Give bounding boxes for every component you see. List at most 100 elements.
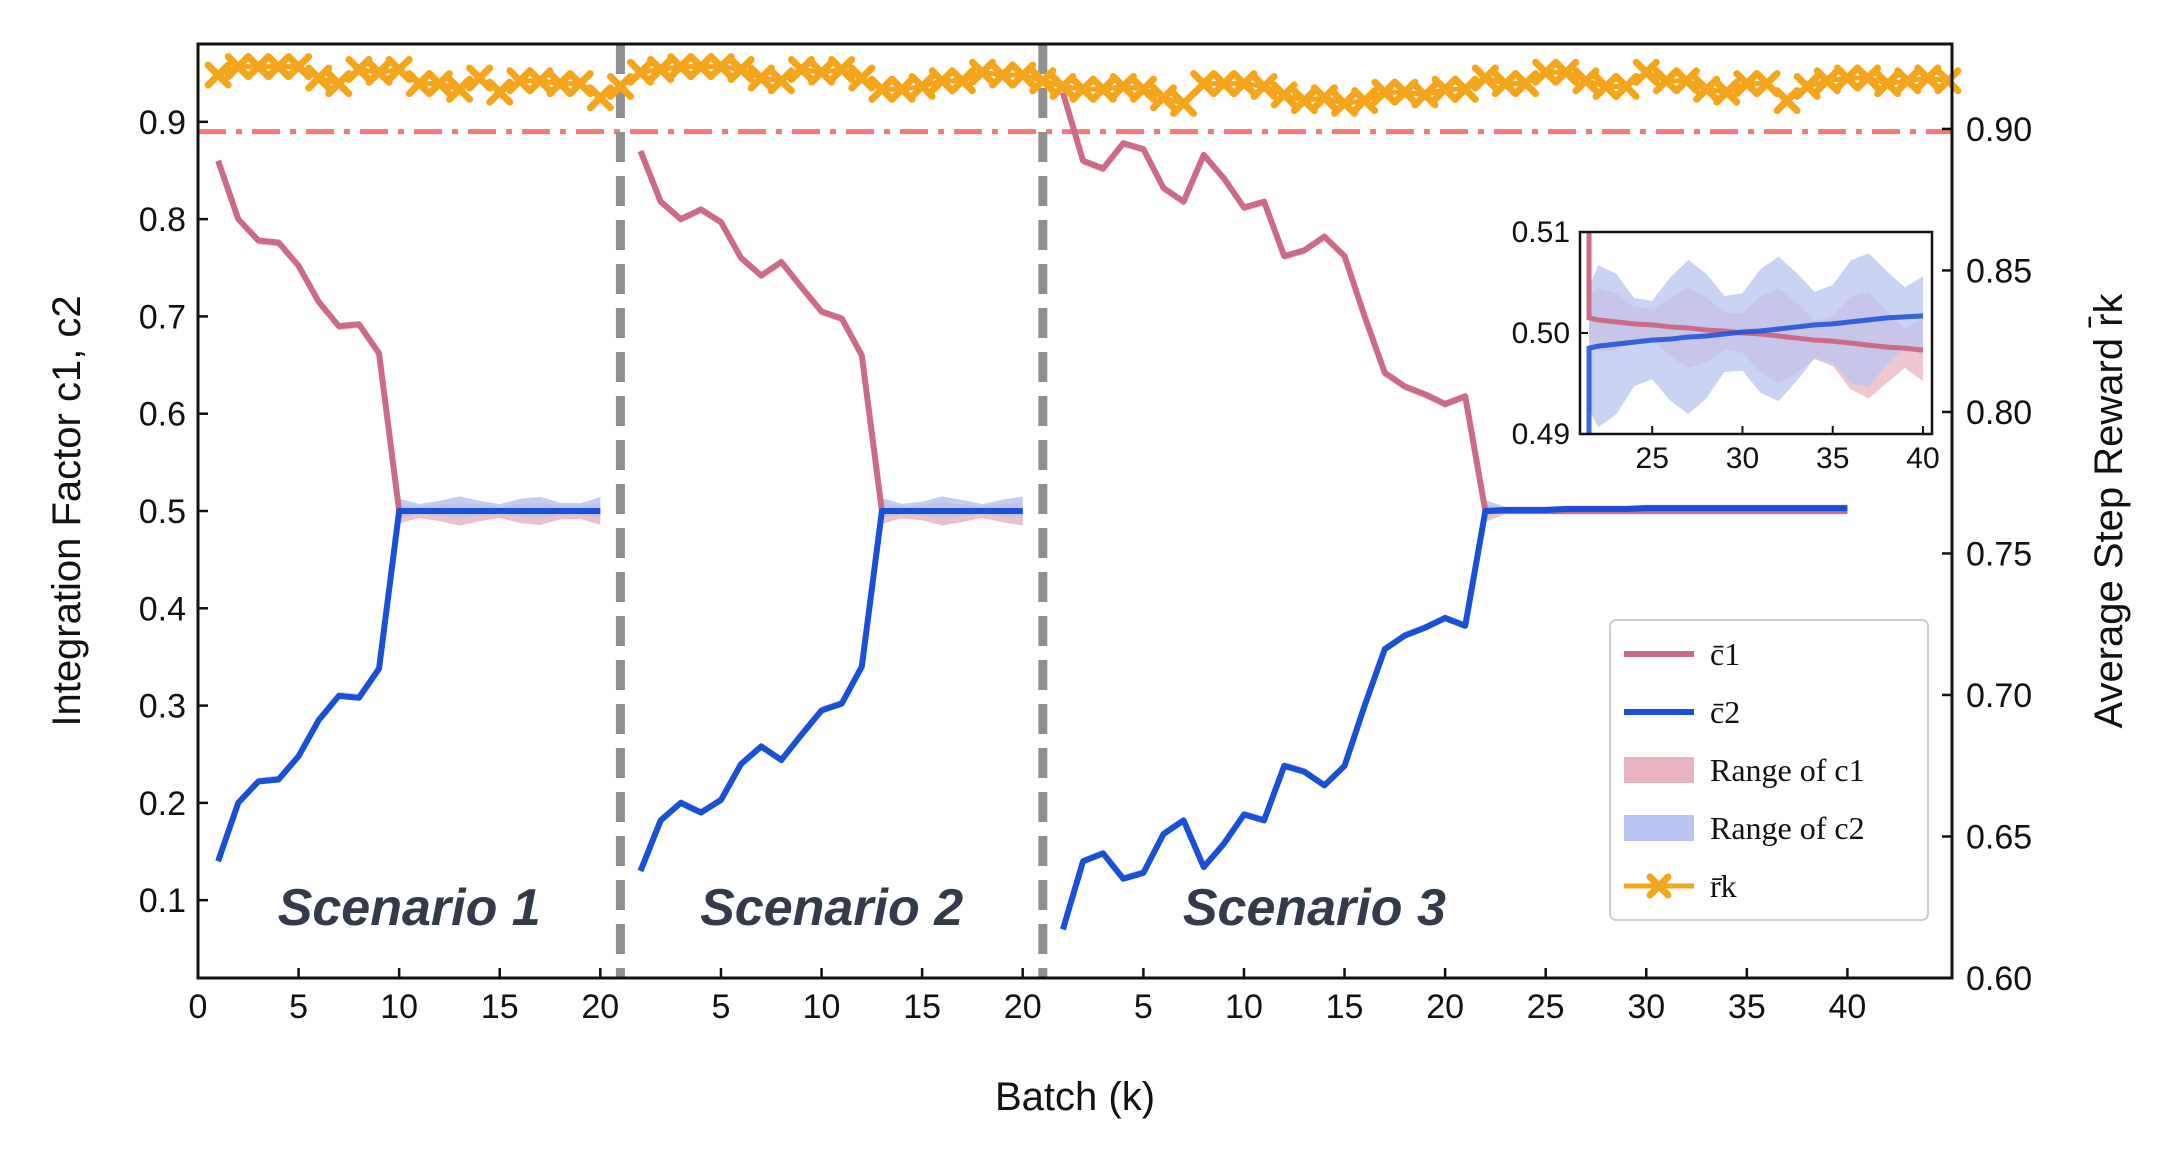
reward-marker — [727, 55, 755, 83]
reward-marker — [1793, 72, 1821, 100]
x-tick-label: 15 — [481, 988, 519, 1026]
legend-entry-2-label: c̄2 — [1710, 694, 1740, 730]
y-right-tick-label: 0.85 — [1966, 252, 2032, 290]
x-tick-label: 5 — [1134, 988, 1153, 1026]
legend: c̄1 c̄2 Range of c1 Range of c2 r̄k — [1609, 619, 1929, 921]
scenario-2-c1-line — [637, 149, 1023, 514]
reward-marker — [204, 61, 232, 89]
x-tick-label: 15 — [903, 988, 941, 1026]
scenario-2-c1-range-band — [640, 148, 1023, 526]
reward-marker — [224, 53, 252, 81]
scenario-labels: Scenario 1 Scenario 2 Scenario 3 — [278, 879, 1446, 937]
reward-marker — [848, 64, 876, 92]
reward-marker — [1029, 67, 1057, 95]
x-tick-label: 20 — [1004, 988, 1042, 1026]
reward-marker — [1351, 87, 1379, 115]
reward-marker — [1833, 64, 1861, 92]
legend-entry-1-label: c̄1 — [1710, 636, 1740, 672]
inset-c2-range-band — [1589, 253, 1923, 428]
legend-entry-4-swatch — [1624, 815, 1694, 841]
reward-marker — [1652, 67, 1680, 95]
reward-marker — [244, 53, 272, 81]
y-right-tick-label: 0.70 — [1966, 677, 2032, 715]
scenario-dividers — [615, 44, 1048, 978]
reward-marker — [1009, 61, 1037, 89]
inset-chart: 0.49 0.50 0.51 25 30 35 40 — [1512, 216, 1940, 475]
reward-marker — [1572, 67, 1600, 95]
reward-marker — [1250, 72, 1278, 100]
scenario-2-c2-line — [637, 508, 1023, 873]
legend-entry-3-label: Range of c1 — [1710, 752, 1865, 788]
y-right-tick-label: 0.60 — [1966, 960, 2032, 998]
y-left-tick-label: 0.8 — [139, 201, 186, 239]
inset-c2-line — [1586, 313, 1924, 434]
reward-marker — [385, 55, 413, 83]
reward-series — [204, 53, 1962, 117]
reward-marker — [767, 67, 795, 95]
legend-entry-5-marker — [1646, 873, 1672, 899]
reward-marker — [405, 70, 433, 98]
legend-entry-5-label: r̄k — [1710, 868, 1737, 904]
reward-marker — [1491, 70, 1519, 98]
legend-box — [1609, 619, 1929, 921]
y-axis-left-title: Integration Factor c1, c2 — [45, 295, 89, 726]
y-right-tick-label: 0.65 — [1966, 818, 2032, 856]
reward-marker — [425, 70, 453, 98]
reward-marker — [1150, 84, 1177, 112]
legend-entry-4-label: Range of c2 — [1710, 810, 1865, 846]
inset-y-tick-label: 0.49 — [1512, 418, 1570, 451]
y-left-tick-label: 0.5 — [139, 493, 186, 531]
reward-marker — [1612, 72, 1640, 100]
reward-marker — [1934, 67, 1962, 95]
inset-x-tick-label: 30 — [1726, 442, 1759, 475]
x-tick-label: 5 — [712, 988, 731, 1026]
scenario-1-c2-range-band — [218, 496, 601, 864]
reward-marker — [566, 70, 594, 98]
x-tick-label: 10 — [803, 988, 841, 1026]
reward-marker — [546, 70, 574, 98]
x-tick-label: 30 — [1627, 988, 1665, 1026]
reward-marker — [586, 84, 614, 112]
reward-marker — [687, 53, 715, 81]
reward-marker — [1210, 70, 1238, 98]
reward-marker — [1270, 81, 1298, 109]
y-right-tick-label: 0.90 — [1966, 111, 2032, 149]
x-tick-label: 10 — [1225, 988, 1263, 1026]
reward-marker — [1431, 75, 1459, 103]
y-left-tick-label: 0.9 — [139, 104, 186, 142]
reward-marker — [1451, 75, 1479, 103]
reward-marker — [606, 72, 634, 100]
y-left-tick-label: 0.7 — [139, 298, 186, 336]
x-tick-label: 25 — [1527, 988, 1565, 1026]
reward-marker — [445, 75, 473, 103]
scenario-1-c2-line — [215, 508, 601, 863]
reward-marker — [928, 67, 956, 95]
factor-series — [215, 91, 1848, 931]
reward-marker — [1170, 89, 1198, 117]
reward-marker — [305, 64, 333, 92]
reward-marker — [1632, 58, 1660, 86]
scenario-2-label: Scenario 2 — [700, 879, 963, 937]
x-tick-label: 20 — [1426, 988, 1464, 1026]
reward-marker — [989, 61, 1017, 89]
reward-marker — [1592, 72, 1620, 100]
y-left-tick-label: 0.4 — [139, 590, 186, 628]
x-tick-label: 35 — [1728, 988, 1766, 1026]
reward-marker — [1310, 84, 1338, 112]
reward-marker — [828, 55, 856, 83]
reward-marker — [1411, 81, 1439, 109]
reward-marker — [325, 70, 353, 98]
scenario-1-label: Scenario 1 — [278, 879, 541, 937]
y-axis-right-title: Average Step Reward r̄k — [2087, 292, 2131, 728]
reward-marker — [1773, 87, 1801, 115]
reward-marker — [285, 53, 313, 81]
inset-x-tick-label: 25 — [1636, 442, 1669, 475]
reward-marker — [1471, 64, 1499, 92]
x-axis-title: Batch (k) — [995, 1075, 1155, 1119]
legend-entry-3-swatch — [1624, 757, 1694, 783]
reward-marker — [1512, 70, 1540, 98]
reward-marker — [1532, 58, 1560, 86]
reward-marker — [1713, 78, 1741, 106]
x-tick-label: 5 — [289, 988, 308, 1026]
